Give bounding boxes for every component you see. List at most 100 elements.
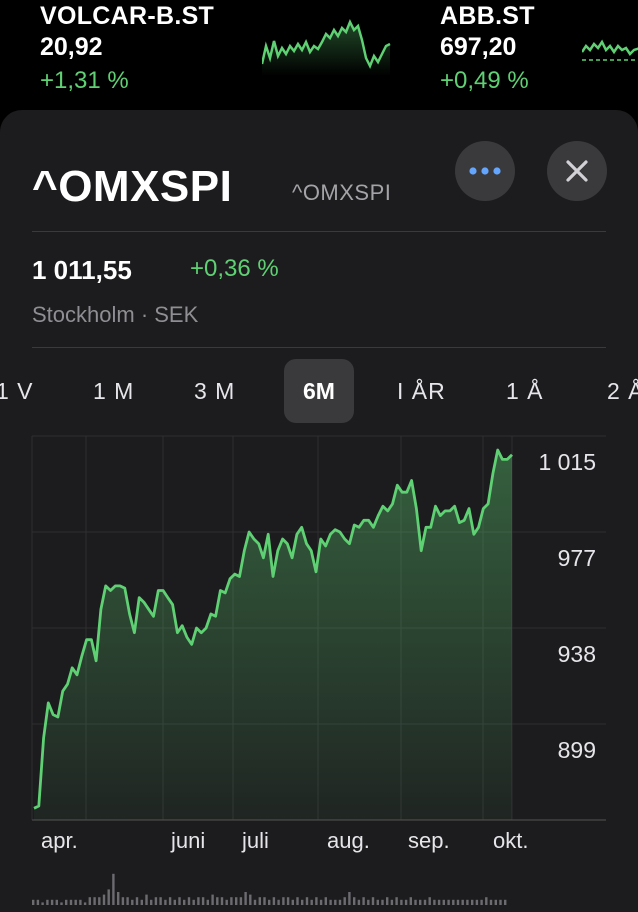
price-chart[interactable]: 1 015 977 938 899 apr. juni juli aug. sep. okt. xyxy=(0,430,638,912)
volume-bar xyxy=(192,899,195,905)
range-1y[interactable]: 1 Å xyxy=(506,378,544,404)
volume-bar xyxy=(235,897,238,905)
y-tick-label: 899 xyxy=(558,737,596,763)
volume-bar xyxy=(485,897,488,905)
x-tick-label: apr. xyxy=(41,828,78,853)
volume-bar xyxy=(121,897,125,905)
x-tick-label: okt. xyxy=(493,828,528,853)
ticker-change: +0,49 % xyxy=(440,67,529,94)
volume-bar xyxy=(249,894,252,905)
volume-bar xyxy=(41,902,44,905)
volume-bar xyxy=(414,899,417,905)
volume-bar xyxy=(461,899,464,905)
volume-bar xyxy=(371,897,375,905)
volume-bar xyxy=(348,892,351,905)
more-button[interactable] xyxy=(455,141,515,201)
volume-bar xyxy=(98,897,101,905)
volume-bar xyxy=(301,899,304,905)
volume-bar xyxy=(164,899,167,905)
volume-bar xyxy=(107,889,110,905)
volume-bar xyxy=(489,899,493,905)
volume-bar xyxy=(338,899,342,905)
range-2y[interactable]: 2 Å xyxy=(607,378,638,404)
volume-bar xyxy=(183,899,186,905)
volume-bar xyxy=(282,897,285,905)
volume-bar xyxy=(423,899,427,905)
close-button[interactable] xyxy=(547,141,607,201)
ticker-sparkline xyxy=(582,39,638,61)
ticker-volcar[interactable]: VOLCAR-B.ST 20,92 +1,31 % xyxy=(0,0,410,110)
volume-bar xyxy=(400,899,403,905)
volume-bar xyxy=(319,899,323,905)
ticker-symbol: ABB.ST xyxy=(440,2,535,30)
chart-line xyxy=(33,448,513,810)
y-tick-label: 938 xyxy=(558,641,596,667)
x-tick-label: juni xyxy=(170,828,205,853)
volume-bar xyxy=(145,894,148,905)
divider xyxy=(32,347,606,348)
volume-bar xyxy=(112,873,115,905)
volume-bar xyxy=(471,899,474,905)
volume-bar xyxy=(480,899,483,905)
range-1w[interactable]: 1 V xyxy=(0,378,34,404)
volume-bar xyxy=(93,897,96,905)
volume-bar xyxy=(74,899,77,905)
page-title: ^OMXSPI xyxy=(32,162,233,211)
volume-bar xyxy=(220,897,224,905)
volume-bar xyxy=(239,897,243,905)
ticker-symbol: VOLCAR-B.ST xyxy=(40,2,215,30)
range-1m[interactable]: 1 M xyxy=(93,378,135,404)
volume-bar xyxy=(386,897,389,905)
volume-bar xyxy=(187,897,191,905)
volume-bar xyxy=(154,897,158,905)
volume-bar xyxy=(201,897,205,905)
volume-bar xyxy=(159,897,162,905)
volume-bar xyxy=(296,897,299,905)
close-icon xyxy=(566,160,588,182)
volume-bar xyxy=(211,894,214,905)
volume-bar xyxy=(456,899,460,905)
ticker-price: 20,92 xyxy=(40,33,103,61)
volume-bar xyxy=(32,899,35,905)
volume-bar xyxy=(131,899,134,905)
volume-bar xyxy=(168,897,172,905)
volume-bar xyxy=(268,899,271,905)
range-6m[interactable]: 6M xyxy=(284,359,354,423)
range-ytd[interactable]: I ÅR xyxy=(397,378,446,404)
quote-change: +0,36 % xyxy=(190,255,279,282)
volume-bar xyxy=(253,899,257,905)
volume-bar xyxy=(102,894,106,905)
volume-bar xyxy=(404,899,408,905)
volume-bar xyxy=(286,897,290,905)
volume-bar xyxy=(230,897,233,905)
chart-area xyxy=(34,450,512,820)
volume-bar xyxy=(437,899,441,905)
volume-bar xyxy=(216,897,219,905)
volume-bar xyxy=(362,897,365,905)
volume-bar xyxy=(334,899,337,905)
volume-bar xyxy=(135,897,139,905)
volume-bar xyxy=(504,899,507,905)
y-tick-label: 1 015 xyxy=(538,449,596,475)
volume-bar xyxy=(447,899,450,905)
ticker-change: +1,31 % xyxy=(40,67,129,94)
volume-bar xyxy=(258,897,261,905)
y-tick-label: 977 xyxy=(558,545,596,571)
volume-bar xyxy=(499,899,502,905)
volume-bar xyxy=(409,897,412,905)
volume-bar xyxy=(150,899,153,905)
stock-detail-sheet: ^OMXSPI ^OMXSPI 1 011,55 +0,36 % Stockho… xyxy=(0,110,638,912)
volume-bar xyxy=(263,897,266,905)
volume-bar xyxy=(343,897,346,905)
range-3m[interactable]: 3 M xyxy=(194,378,236,404)
volume-bar xyxy=(46,899,49,905)
volume-bar xyxy=(310,899,313,905)
ticker-abb[interactable]: ABB.ST 697,20 +0,49 % xyxy=(410,0,638,110)
volume-bar xyxy=(178,897,181,905)
volume-bar xyxy=(367,899,370,905)
volume-bar xyxy=(244,892,247,905)
volume-bar xyxy=(126,897,129,905)
volume-bar xyxy=(272,897,276,905)
volume-bar xyxy=(88,897,91,905)
volume-bar xyxy=(466,899,469,905)
